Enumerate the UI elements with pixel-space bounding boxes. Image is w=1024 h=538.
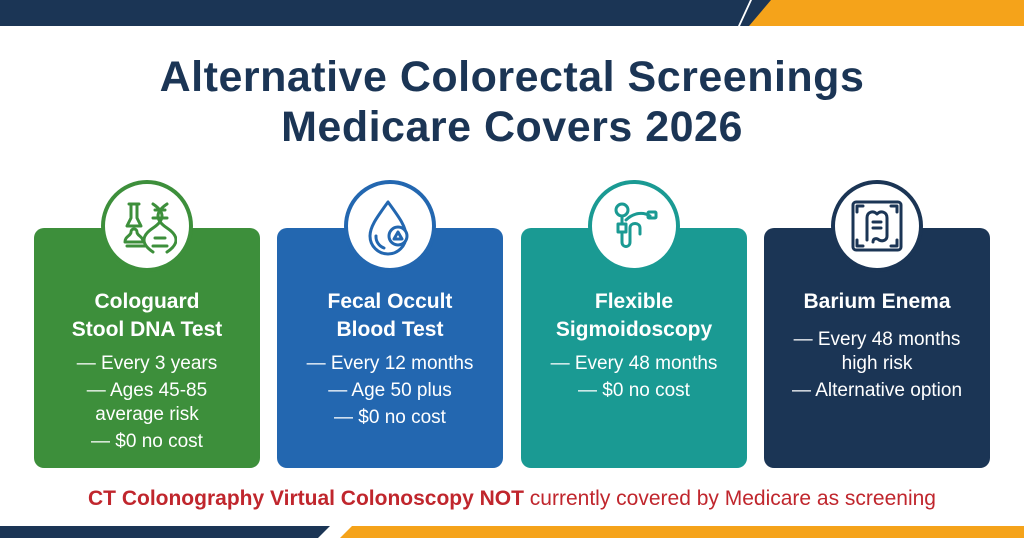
card-title: Flexible Sigmoidoscopy	[531, 288, 737, 344]
card-detail-line: — Every 12 months	[306, 353, 474, 374]
card-detail-line: — Age 50 plus	[328, 380, 452, 401]
title-line-2: Medicare Covers 2026	[281, 103, 743, 151]
card-title: Barium Enema	[774, 288, 980, 316]
footer-note: CT Colonography Virtual Colonoscopy NOT …	[0, 487, 1024, 511]
sigmoidoscope-icon	[588, 180, 680, 272]
card-title-line-1: Fecal Occult	[327, 290, 453, 313]
card-details: — Every 48 months — $0 no cost	[521, 352, 747, 403]
card-detail-line: — $0 no cost	[91, 431, 203, 452]
bottom-orange-band	[340, 526, 1024, 538]
card-title: Fecal Occult Blood Test	[287, 288, 493, 344]
stool-dna-icon	[101, 180, 193, 272]
card-title-line-1: Cologuard	[94, 290, 200, 313]
footer-bold-text: CT Colonography Virtual Colonoscopy NOT	[88, 487, 524, 510]
card-detail-line: — Every 48 months high risk	[793, 329, 961, 374]
bottom-navy-band	[0, 526, 330, 538]
card-detail-line: — Every 3 years	[76, 353, 218, 374]
footer-regular-text: currently covered by Medicare as screeni…	[523, 487, 936, 510]
card-details: — Every 12 months — Age 50 plus — $0 no …	[277, 352, 503, 430]
card-title-line-2: Sigmoidoscopy	[555, 318, 713, 341]
top-orange-band	[749, 0, 1024, 26]
card-title-line-1: Flexible	[594, 290, 674, 313]
card-detail-line: — $0 no cost	[578, 380, 690, 401]
card-details: — Every 3 years — Ages 45-85 average ris…	[34, 352, 260, 454]
card-detail-line: — Ages 45-85 average risk	[86, 380, 208, 425]
card-title-line-2: Blood Test	[336, 318, 444, 341]
card-title: Cologuard Stool DNA Test	[44, 288, 250, 344]
card-details: — Every 48 months high risk — Alternativ…	[764, 328, 990, 403]
colon-xray-icon	[831, 180, 923, 272]
card-title-line-1: Barium Enema	[803, 290, 951, 313]
card-detail-line: — $0 no cost	[334, 407, 446, 428]
card-cologuard: Cologuard Stool DNA Test — Every 3 years…	[34, 228, 260, 468]
card-title-line-2: Stool DNA Test	[71, 318, 223, 341]
page-title: Alternative Colorectal Screenings Medica…	[0, 52, 1024, 152]
card-detail-line: — Every 48 months	[550, 353, 718, 374]
card-detail-line: — Alternative option	[791, 380, 963, 401]
blood-drop-icon	[344, 180, 436, 272]
title-line-1: Alternative Colorectal Screenings	[159, 53, 865, 101]
